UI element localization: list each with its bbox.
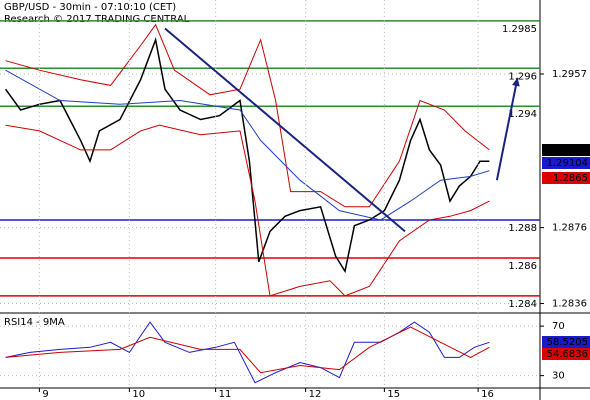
y-tick-label: 1.2836 [552,299,587,310]
x-tick-label: 16 [481,389,494,400]
value-box [542,157,590,169]
series-line [5,69,490,221]
y-tick-label: 30 [552,371,565,382]
value-label: 1.2865 [553,173,588,184]
trend-line [164,27,406,233]
series-line [5,23,490,208]
panel-title: RSI14 - 9MA [4,317,65,328]
arrow-head [512,77,520,87]
series-line [4,37,490,274]
y-tick-label: 1.2876 [552,223,587,234]
level-label: 1.286 [508,261,537,272]
level-label: 1.296 [508,71,537,82]
value-box [542,172,590,184]
forecast-arrow [495,77,519,181]
x-tick-label: 12 [309,389,322,400]
value-box [542,144,590,156]
level-label: 1.288 [508,223,537,234]
chart-title: GBP/USD - 30min - 07:10:10 (CET) [4,2,176,13]
level-label: 1.294 [508,109,537,120]
chart-subtitle: Research © 2017 TRADING CENTRAL [4,14,190,25]
y-tick-label: 1.2957 [552,69,587,80]
y-tick-label: 70 [552,321,565,332]
value-label: 54.6836 [547,349,588,360]
level-label: 1.2985 [502,24,537,35]
x-tick-label: 15 [387,389,400,400]
value-box [542,348,590,360]
x-tick-label: 9 [42,389,48,400]
series-line [5,124,490,297]
value-box [542,336,590,348]
value-label: 1.29104 [547,158,588,169]
x-tick-label: 10 [132,389,145,400]
series-line [5,326,490,374]
x-tick-label: 11 [219,389,232,400]
value-label: 58.5205 [547,337,588,348]
level-label: 1.284 [508,299,537,310]
series-line [5,321,490,384]
value-label: 1.2916 [553,145,588,156]
